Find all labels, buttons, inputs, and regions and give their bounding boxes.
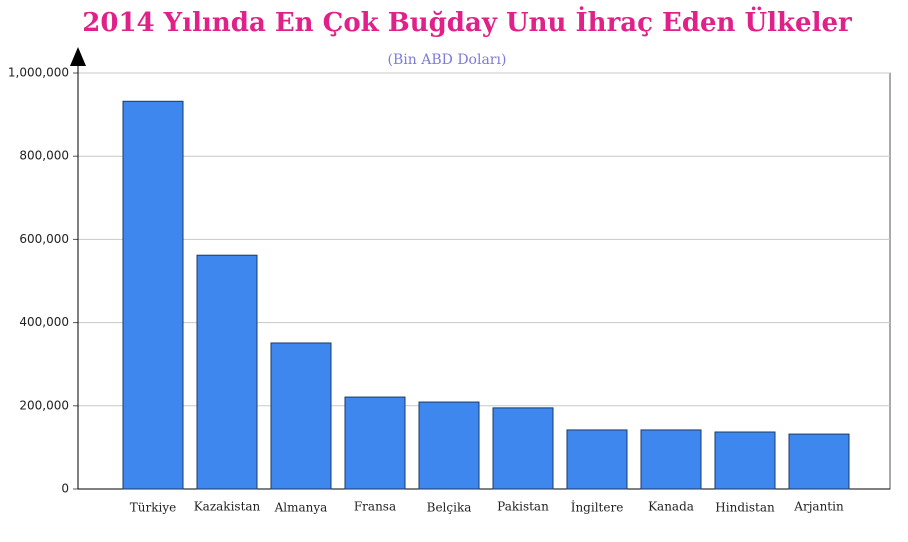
chart-title: 2014 Yılında En Çok Buğday Unu İhraç Ede… (82, 6, 852, 38)
bar (122, 100, 184, 490)
bar (196, 254, 258, 490)
x-tick-label: Arjantin (793, 500, 844, 514)
bar (492, 407, 554, 490)
bar (640, 429, 702, 490)
bar (714, 431, 776, 490)
y-tick-label: 0 (61, 482, 69, 496)
x-tick-label: Belçika (427, 501, 472, 515)
x-tick-label: Kazakistan (194, 500, 261, 514)
x-tick-label: Almanya (274, 501, 328, 515)
x-tick-label: Fransa (354, 500, 396, 514)
x-tick-label: Kanada (648, 500, 694, 514)
y-tick-label: 600,000 (19, 232, 69, 246)
x-tick-label: Pakistan (497, 500, 549, 514)
y-tick-label: 200,000 (19, 398, 69, 412)
axis-arrow (70, 47, 86, 66)
y-tick-label: 800,000 (19, 149, 69, 163)
bar (566, 429, 628, 490)
x-tick-label: Hindistan (715, 501, 775, 515)
bar (270, 342, 332, 490)
bar (788, 433, 850, 490)
chart-subtitle: (Bin ABD Doları) (388, 52, 507, 68)
x-tick-label: Türkiye (130, 501, 176, 515)
y-tick-label: 400,000 (19, 315, 69, 329)
y-tick-label: 1,000,000 (8, 66, 69, 80)
bar (418, 401, 480, 490)
x-tick-label: İngiltere (571, 500, 624, 515)
bar (344, 396, 406, 490)
